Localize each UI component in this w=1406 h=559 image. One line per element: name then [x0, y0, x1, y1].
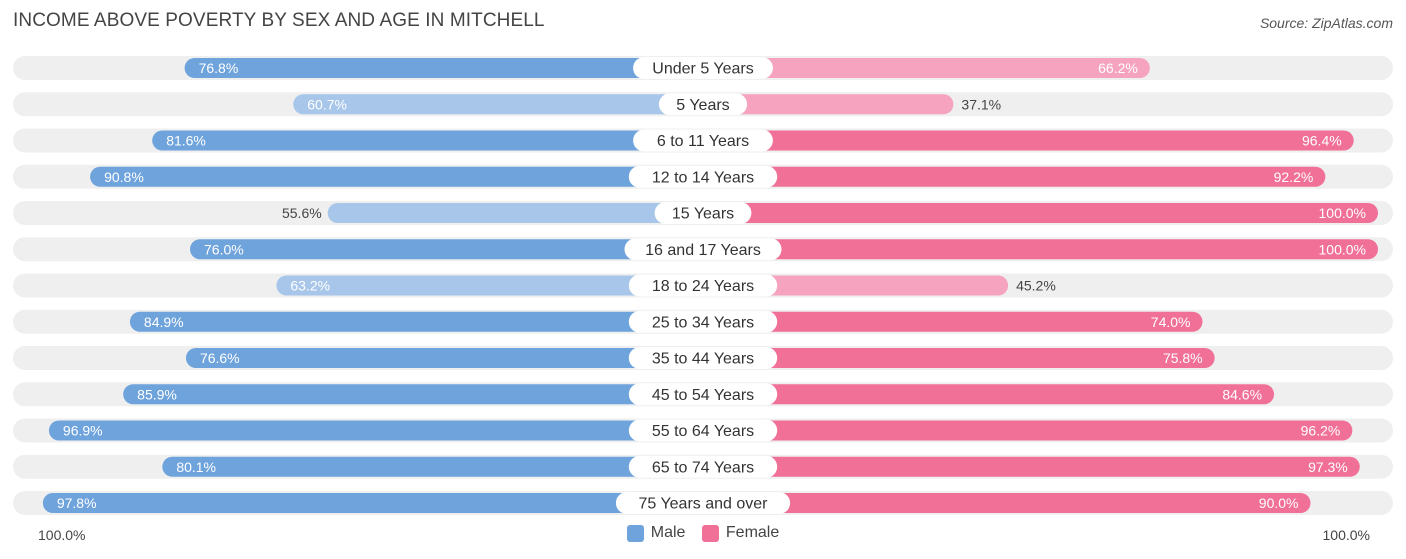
female-value-label: 96.2% [1301, 423, 1341, 439]
category-label-bg [658, 93, 748, 116]
category-label-bg [628, 419, 778, 442]
female-value-label: 92.2% [1274, 169, 1314, 185]
category-label: 16 and 17 Years [645, 242, 761, 259]
category-label: 65 to 74 Years [652, 459, 754, 476]
legend-swatch-female [701, 524, 719, 542]
legend-label-female: Female [725, 524, 780, 541]
category-label-bg [624, 238, 782, 261]
female-bar[interactable] [703, 348, 1215, 368]
male-bar[interactable] [48, 420, 704, 441]
category-label-bg [633, 57, 773, 79]
male-value-label: 96.9% [63, 423, 103, 439]
legend-item-female[interactable]: Female [701, 524, 780, 542]
female-bar[interactable] [703, 493, 1311, 513]
male-bar[interactable] [129, 311, 704, 332]
category-label-bg [633, 129, 773, 152]
male-value-label: 55.6% [282, 205, 322, 221]
female-value-label: 66.2% [1098, 60, 1138, 76]
male-value-label: 85.9% [137, 386, 177, 402]
male-value-label: 76.0% [204, 241, 244, 257]
male-value-label: 81.6% [166, 133, 206, 149]
legend-item-male[interactable]: Male [626, 524, 686, 542]
category-label-bg [615, 492, 791, 514]
category-label: 15 Years [672, 206, 734, 223]
legend-swatch-male [626, 524, 644, 542]
male-bar[interactable] [190, 239, 703, 260]
male-value-label: 76.8% [199, 60, 239, 76]
female-bar[interactable] [703, 311, 1203, 332]
male-bar[interactable] [42, 493, 704, 513]
female-bar[interactable] [703, 166, 1326, 187]
male-bar[interactable] [90, 166, 704, 187]
female-bar[interactable] [703, 203, 1378, 223]
category-label: 25 to 34 Years [652, 314, 754, 331]
male-bar[interactable] [293, 94, 703, 115]
female-bar[interactable] [703, 94, 954, 115]
male-bar[interactable] [185, 348, 703, 368]
category-label: 35 to 44 Years [652, 351, 754, 368]
chart-title: INCOME ABOVE POVERTY BY SEX AND AGE IN M… [13, 10, 545, 31]
female-bar[interactable] [703, 130, 1354, 151]
category-label: Under 5 Years [652, 61, 753, 78]
category-label-bg [628, 383, 778, 406]
category-label-bg [628, 455, 778, 478]
female-value-label: 96.4% [1302, 133, 1342, 149]
male-bar[interactable] [162, 456, 703, 477]
female-bar[interactable] [703, 58, 1150, 78]
male-value-label: 80.1% [176, 459, 216, 475]
category-label: 18 to 24 Years [652, 278, 754, 295]
female-value-label: 100.0% [1319, 205, 1366, 221]
axis-right-label: 100.0% [1322, 527, 1370, 543]
male-bar[interactable] [327, 203, 703, 223]
category-label-bg [628, 310, 778, 333]
category-label-bg [628, 274, 778, 297]
category-label-bg [628, 165, 778, 188]
female-value-label: 37.1% [961, 96, 1001, 112]
female-bar[interactable] [703, 456, 1360, 477]
chart-source: Source: ZipAtlas.com [1259, 15, 1393, 31]
category-label: 12 to 14 Years [652, 169, 754, 186]
female-bar[interactable] [703, 384, 1275, 405]
axis-left-label: 100.0% [38, 527, 86, 543]
female-bar[interactable] [703, 275, 1009, 296]
male-bar[interactable] [184, 58, 704, 78]
female-value-label: 90.0% [1259, 495, 1299, 511]
category-label: 5 Years [676, 97, 729, 114]
male-bar[interactable] [276, 275, 703, 296]
male-value-label: 63.2% [290, 278, 330, 294]
male-value-label: 90.8% [104, 169, 144, 185]
male-bar[interactable] [123, 384, 704, 405]
category-label: 75 Years and over [639, 496, 769, 513]
category-label-bg [628, 347, 778, 369]
female-bar[interactable] [703, 239, 1378, 260]
legend: Male Female [0, 524, 1406, 547]
legend-label-male: Male [650, 524, 686, 541]
category-label: 55 to 64 Years [652, 423, 754, 440]
category-label-bg [654, 202, 752, 224]
female-value-label: 84.6% [1222, 386, 1262, 402]
male-value-label: 97.8% [57, 495, 97, 511]
female-value-label: 75.8% [1163, 350, 1203, 366]
female-value-label: 74.0% [1151, 314, 1191, 330]
male-bar[interactable] [152, 130, 703, 151]
female-value-label: 45.2% [1016, 278, 1056, 294]
bar-chart: 76.8% 66.2% Under 5 Years 60.7% 37.1% 5 Years… [13, 56, 1393, 515]
male-value-label: 84.9% [144, 314, 184, 330]
category-label: 45 to 54 Years [652, 387, 754, 404]
female-value-label: 100.0% [1319, 241, 1366, 257]
male-value-label: 76.6% [200, 350, 240, 366]
female-value-label: 97.3% [1308, 459, 1348, 475]
male-value-label: 60.7% [307, 96, 347, 112]
female-bar[interactable] [703, 420, 1353, 441]
category-label: 6 to 11 Years [657, 133, 749, 150]
